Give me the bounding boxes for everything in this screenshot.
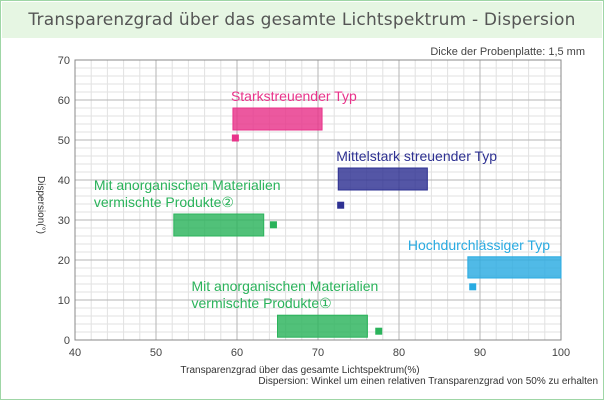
- x-tick-label: 80: [393, 347, 405, 359]
- series-group: Hochdurchlässiger Typ: [408, 237, 562, 291]
- x-tick-label: 70: [312, 347, 324, 359]
- data-point: [375, 327, 383, 335]
- y-tick-label: 10: [58, 295, 70, 307]
- series-group: Starkstreuender Typ: [231, 88, 357, 142]
- x-axis-label: Transparenzgrad über das gesamte Lichtsp…: [180, 365, 419, 376]
- data-point: [269, 221, 277, 229]
- y-axis-label: Dispersion(°): [35, 176, 46, 234]
- series-label: vermischte Produkte②: [94, 194, 234, 210]
- data-point: [231, 134, 239, 142]
- range-box: [173, 213, 265, 237]
- x-tick-label: 90: [474, 347, 486, 359]
- y-tick-label: 40: [58, 175, 70, 187]
- series-label: Mittelstark streuender Typ: [336, 148, 497, 164]
- series-label: Hochdurchlässiger Typ: [408, 237, 550, 253]
- range-box: [277, 314, 368, 338]
- data-point: [337, 201, 345, 209]
- y-tick-label: 70: [58, 55, 70, 67]
- series-group: Mit anorganischen Materialienvermischte …: [192, 278, 383, 338]
- y-tick-label: 50: [58, 135, 70, 147]
- y-tick-label: 20: [58, 255, 70, 267]
- x-tick-label: 50: [150, 347, 162, 359]
- range-box: [232, 107, 323, 131]
- y-tick-label: 60: [58, 95, 70, 107]
- y-tick-label: 30: [58, 215, 70, 227]
- series-label: Mit anorganischen Materialien: [94, 177, 281, 193]
- series-label: Mit anorganischen Materialien: [192, 278, 379, 294]
- y-tick-label: 0: [64, 335, 70, 347]
- x-tick-label: 40: [69, 347, 81, 359]
- data-point: [469, 283, 477, 291]
- series-label: vermischte Produkte①: [192, 295, 332, 311]
- footnote: Dispersion: Winkel um einen relativen Tr…: [258, 376, 598, 387]
- range-box: [467, 256, 562, 279]
- x-axis-ticks: 40 50 60 70 80 90 100: [69, 347, 570, 359]
- x-tick-label: 100: [552, 347, 570, 359]
- title-bar: Transparenzgrad über das gesamte Lichtsp…: [2, 2, 602, 38]
- x-tick-label: 60: [231, 347, 243, 359]
- series-label: Starkstreuender Typ: [231, 88, 357, 104]
- series-group: Mittelstark streuender Typ: [336, 148, 497, 209]
- range-box: [337, 167, 428, 191]
- data-marks: Starkstreuender Typ Mittelstark streuende…: [94, 88, 562, 338]
- subtitle: Dicke der Probenplatte: 1,5 mm: [430, 46, 585, 58]
- plot-border: [74, 59, 562, 341]
- chart-title: Transparenzgrad über das gesamte Lichtsp…: [28, 10, 576, 30]
- series-group: Mit anorganischen Materialienvermischte …: [94, 177, 281, 237]
- y-axis-ticks: 0 10 20 30 40 50 60 70: [58, 55, 70, 347]
